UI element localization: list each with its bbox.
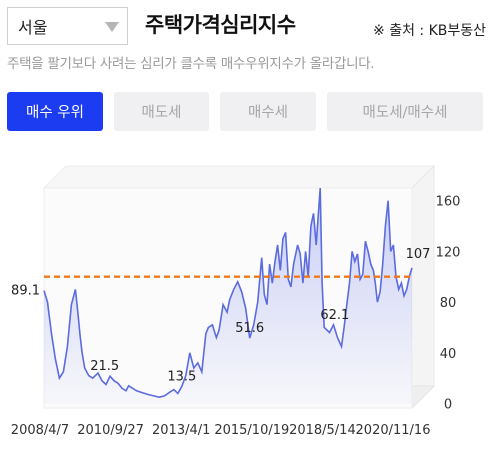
page-title: 주택가격심리지수 xyxy=(145,13,296,37)
annotations: 89.1 21.5 13.5 51.6 62.1 107 xyxy=(11,247,430,385)
y-tick-label: 160 xyxy=(436,195,461,210)
data-label: 13.5 xyxy=(167,369,196,384)
tab-selling[interactable]: 매도세 xyxy=(114,92,209,131)
data-label: 62.1 xyxy=(320,308,349,323)
source-label: ※ 출처 : KB부동산 xyxy=(373,23,486,39)
x-tick-label: 2008/4/7 xyxy=(11,423,69,438)
region-select-value: 서울 xyxy=(18,18,48,37)
data-label: 107 xyxy=(406,247,431,262)
y-tick-label: 120 xyxy=(436,245,461,260)
y-tick-label: 80 xyxy=(440,296,457,311)
data-label: 51.6 xyxy=(235,321,264,336)
y-axis: 0 40 80 120 160 xyxy=(436,195,461,413)
tab-selling-buying[interactable]: 매도세/매수세 xyxy=(327,92,483,131)
x-tick-label: 2010/9/27 xyxy=(77,423,144,438)
x-axis: 2008/4/7 2010/9/27 2013/4/1 2015/10/19 2018/… xyxy=(11,423,431,438)
x-tick-label: 2018/5/14 xyxy=(289,423,356,438)
tab-buy-dominance[interactable]: 매수 우위 xyxy=(7,92,103,131)
chart: 0 40 80 120 160 2008/4/7 2010/9/27 2013/4/1 201… xyxy=(11,164,461,438)
series-area xyxy=(44,188,412,404)
x-tick-label: 2013/4/1 xyxy=(152,423,210,438)
chart-frame-top xyxy=(42,165,436,189)
x-tick-label: 2020/11/16 xyxy=(356,423,431,438)
region-select[interactable]: 서울 xyxy=(7,7,128,45)
data-label: 89.1 xyxy=(11,284,40,299)
y-tick-label: 0 xyxy=(444,398,452,413)
y-tick-label: 40 xyxy=(440,347,457,362)
tab-buying[interactable]: 매수세 xyxy=(220,92,316,131)
description: 주택을 팔기보다 사려는 심리가 클수록 매수우위지수가 올라갑니다. xyxy=(7,56,375,72)
chart-frame-side xyxy=(411,164,435,410)
data-label: 21.5 xyxy=(90,359,119,374)
series-line xyxy=(43,187,413,399)
x-tick-label: 2015/10/19 xyxy=(214,423,289,438)
chevron-down-icon xyxy=(105,22,119,32)
